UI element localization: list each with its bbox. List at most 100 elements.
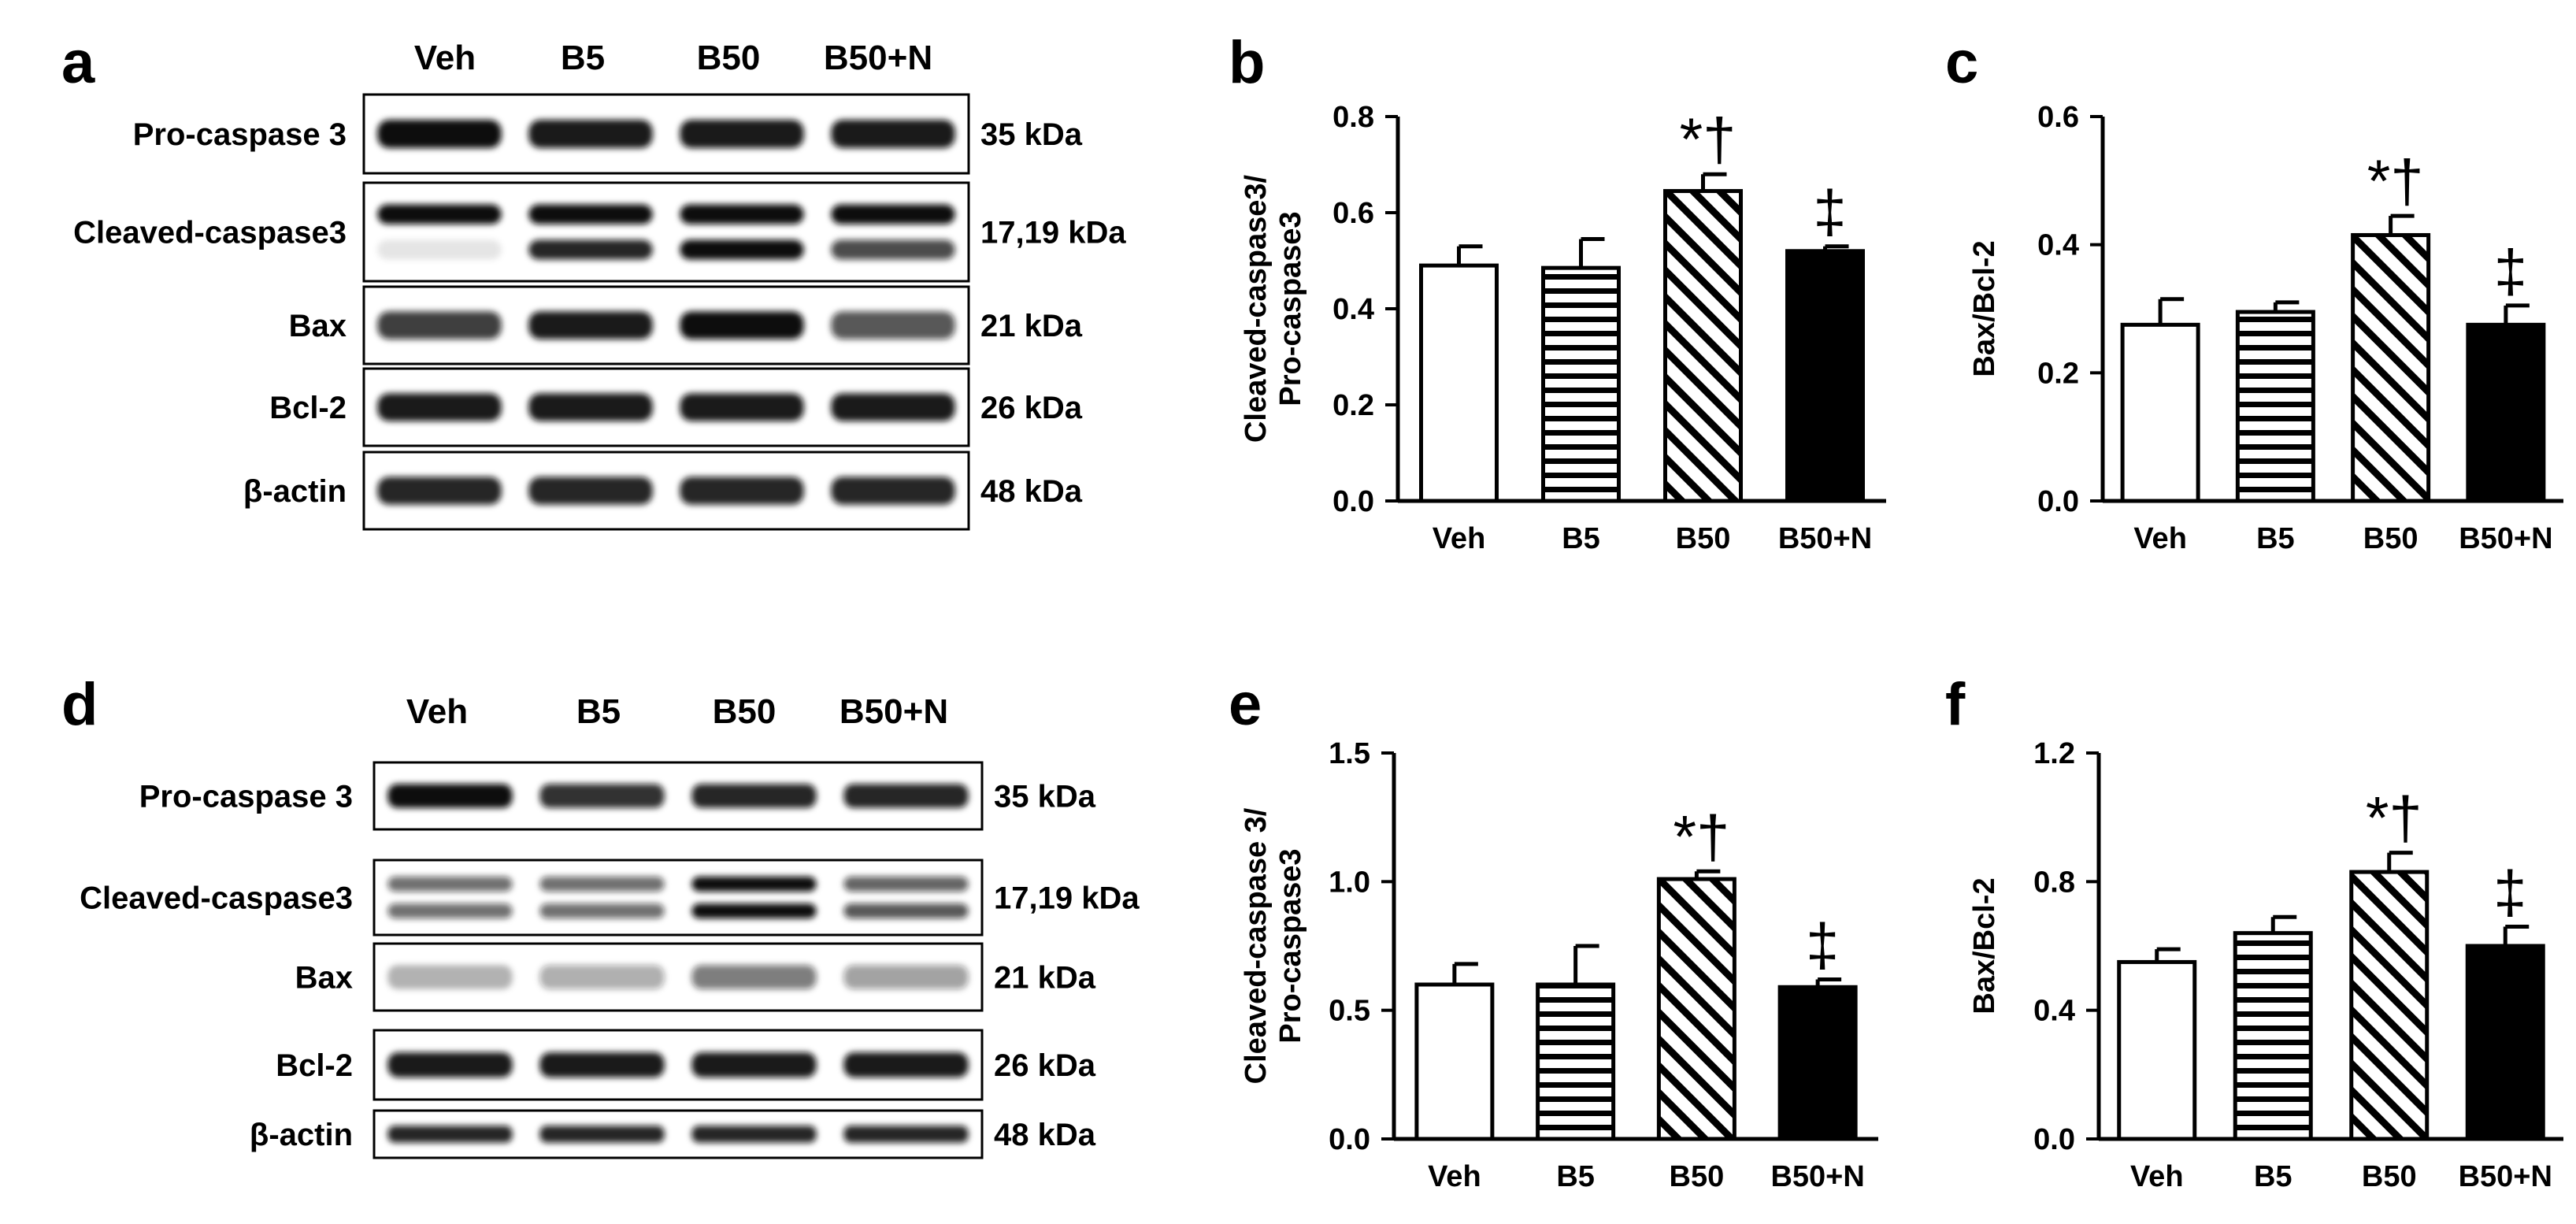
y-axis-title: Bax/Bcl-2 [1968, 877, 2001, 1014]
blot-band [528, 477, 653, 505]
blot-band [843, 784, 969, 808]
panel-letter: a [61, 29, 95, 96]
bar-chart-panels: b 0.0 0.2 0.4 0.6 0.8 Cleaved-caspase3/Pro-cas… [1229, 29, 2563, 1193]
kda-label: 26 kDa [980, 391, 1083, 425]
kda-label: 17,19 kDa [994, 881, 1140, 916]
blot-band [831, 393, 955, 421]
blot-band [831, 120, 955, 148]
significance-mark: *† [1673, 803, 1729, 870]
band-name-label: Bax [289, 309, 347, 343]
x-tick-label: B50+N [1778, 522, 1872, 555]
x-tick-label: B5 [1562, 522, 1600, 555]
blot-band-upper [528, 204, 653, 224]
band-name-label: β-actin [250, 1118, 353, 1152]
y-tick-label: 0.6 [2037, 101, 2079, 134]
band-name-label: Bcl-2 [276, 1048, 353, 1083]
blot-band [539, 1126, 665, 1143]
blot-band-upper [680, 204, 804, 224]
blot-band-lower [843, 903, 969, 919]
x-tick-label: B5 [2254, 1160, 2292, 1193]
x-tick-label: Veh [2130, 1160, 2184, 1193]
y-tick-label: 0.2 [1332, 389, 1374, 422]
y-tick-label: 1.2 [2033, 737, 2075, 770]
blot-band [377, 120, 502, 148]
kda-label: 35 kDa [994, 780, 1096, 814]
blot-band-upper [387, 876, 513, 892]
blot-band [691, 784, 817, 808]
x-tick-label: B50 [1676, 522, 1731, 555]
lane-label: B5 [576, 692, 621, 731]
lane-label: B50+N [824, 39, 932, 77]
blot-panel-a: a Veh B5 B50 B50+N Pro-caspase 3 35 kDa Cleaved… [61, 29, 1126, 531]
bar [1536, 982, 1616, 1141]
blot-band-upper [377, 204, 502, 224]
blot-band [831, 477, 955, 505]
panel-letter: b [1229, 29, 1265, 96]
y-tick-label: 0.0 [1332, 485, 1374, 518]
bar [2235, 310, 2315, 503]
blot-band [528, 393, 653, 421]
blot-band-lower [377, 239, 502, 260]
kda-label: 17,19 kDa [980, 216, 1126, 250]
blot-band [377, 311, 502, 339]
bar [1777, 985, 1858, 1141]
bar [1785, 249, 1865, 503]
y-axis-title-line: Bax/Bcl-2 [1968, 877, 2001, 1014]
blot-band [831, 311, 955, 339]
y-tick-label: 0.4 [2037, 229, 2079, 262]
bar [1541, 265, 1621, 503]
band-name-label: β-actin [243, 474, 347, 509]
significance-mark: *† [1680, 106, 1736, 173]
lane-label: Veh [414, 39, 476, 77]
blot-band-lower [528, 239, 653, 260]
y-axis-title-line: Cleaved-caspase3/ [1240, 175, 1273, 443]
blot-band [377, 477, 502, 505]
y-tick-label: 0.8 [1332, 101, 1374, 134]
blot-band-upper [539, 876, 665, 892]
blot-band [387, 1126, 513, 1143]
y-tick-label: 0.6 [1332, 197, 1374, 230]
bar [1419, 263, 1499, 503]
bar [2351, 232, 2431, 503]
blot-membrane-box [373, 859, 984, 937]
kda-label: 48 kDa [994, 1118, 1096, 1152]
blot-band [528, 311, 653, 339]
x-tick-label: Veh [1428, 1160, 1481, 1193]
blot-band-upper [843, 876, 969, 892]
blot-band-lower [387, 903, 513, 919]
lane-label: B50 [713, 692, 777, 731]
y-axis-title: Bax/Bcl-2 [1968, 240, 2001, 376]
blot-band [387, 784, 513, 808]
blot-band [680, 477, 804, 505]
blot-band [691, 1052, 817, 1077]
lane-label: B5 [561, 39, 605, 77]
panel-letter: f [1945, 671, 1966, 738]
y-tick-label: 0.0 [2037, 485, 2079, 518]
kda-label: 35 kDa [980, 117, 1083, 152]
x-tick-label: B50+N [2459, 1160, 2552, 1193]
blot-band [387, 1052, 513, 1077]
bar [2233, 931, 2313, 1141]
y-axis-title-line: Pro-caspase3 [1274, 848, 1307, 1043]
y-tick-label: 0.2 [2037, 357, 2079, 390]
blot-band [680, 393, 804, 421]
significance-mark: *† [2367, 148, 2424, 215]
y-axis-title: Cleaved-caspase3/Pro-caspase3 [1240, 175, 1307, 443]
x-tick-label: B50 [2363, 522, 2418, 555]
bar-chart-c: c 0.0 0.2 0.4 0.6 Bax/Bcl-2 Veh B5 B50 *† B50+N ‡ [1945, 29, 2563, 555]
significance-mark: *† [2366, 785, 2422, 852]
blot-band [528, 120, 653, 148]
y-tick-label: 0.0 [2033, 1123, 2075, 1156]
x-tick-label: Veh [2133, 522, 2187, 555]
x-tick-label: Veh [1433, 522, 1486, 555]
y-tick-label: 0.4 [2033, 995, 2075, 1028]
y-tick-label: 0.0 [1329, 1123, 1370, 1156]
blot-band-lower [691, 903, 817, 919]
blot-band [843, 1126, 969, 1143]
bar [2349, 870, 2430, 1141]
significance-mark: ‡ [2493, 859, 2526, 926]
blot-band [539, 1052, 665, 1077]
blot-band-upper [831, 204, 955, 224]
x-tick-label: B50+N [2459, 522, 2552, 555]
